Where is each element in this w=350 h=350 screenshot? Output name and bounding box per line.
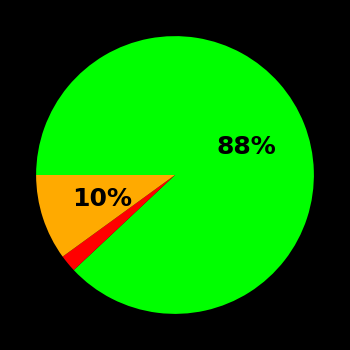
Text: 88%: 88% <box>216 135 276 159</box>
Text: 10%: 10% <box>72 187 132 211</box>
Wedge shape <box>36 36 314 314</box>
Wedge shape <box>63 175 175 270</box>
Wedge shape <box>36 175 175 257</box>
